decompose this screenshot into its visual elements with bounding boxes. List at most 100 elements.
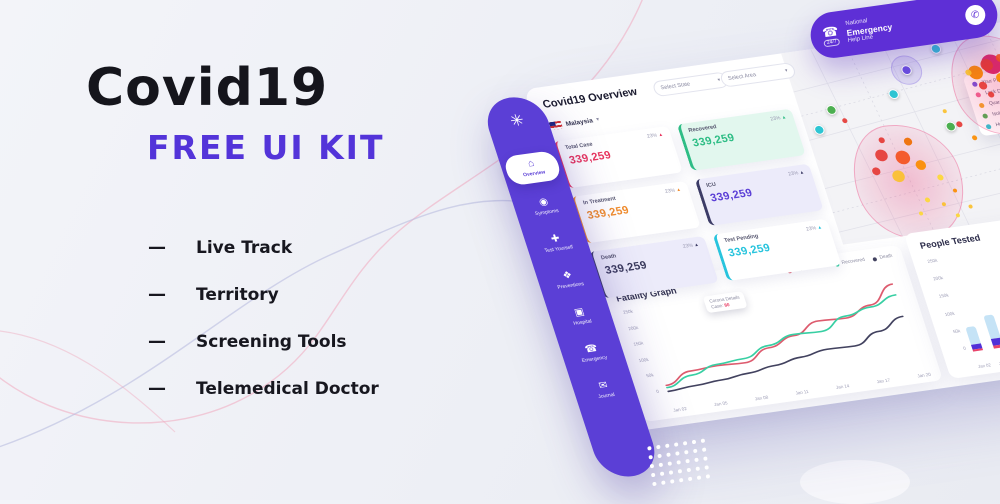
x-tick-label: Jan 11 (794, 388, 810, 396)
line-series-recovered (666, 294, 897, 389)
phone-call-icon[interactable]: ✆ (964, 3, 987, 27)
stat-card-in-treatment: In Treatment 23% ▲ 339,259 (570, 180, 701, 244)
stat-delta: 23% ▲ (682, 241, 700, 250)
sidebar-item-label: Emergency (581, 354, 609, 364)
sidebar-item-test-yourself[interactable]: ✚ Test Yourself (527, 227, 587, 259)
country-dropdown[interactable]: Malaysia ▾ (548, 116, 601, 131)
feature-item-live-track: — Live Track (148, 224, 379, 271)
stat-delta: 23% ▲ (664, 186, 682, 195)
x-tick-label: Jan 20 (916, 371, 932, 379)
line-series-death (667, 315, 904, 393)
stat-card-total-case: Total Case 23% ▲ 339,259 (553, 125, 683, 189)
sidebar-item-label: Journal (597, 391, 616, 401)
x-tick-label: Jan 05 (713, 400, 729, 408)
x-tick-label: Jan 14 (835, 383, 851, 390)
up-arrow-icon: ▲ (780, 114, 787, 120)
badge-text: National Emergency Help Line (845, 15, 894, 46)
sidebar-item-hospital[interactable]: ▣ Hospital (551, 301, 611, 333)
line-series-agg-confirmed (665, 283, 894, 387)
dash-icon: — (148, 284, 166, 305)
y-tick-label: 50k (952, 328, 961, 334)
stat-delta: 23% ▲ (646, 131, 664, 140)
legend-item-death: Death (872, 254, 893, 262)
stat-delta: 23% ▲ (769, 114, 787, 123)
feature-list: — Live Track — Territory — Screening Tools — Te… (148, 224, 379, 412)
sidebar-item-label: Preventions (556, 281, 585, 291)
y-tick-label: 50k (645, 372, 655, 379)
symptoms-icon: ◉ (537, 196, 550, 209)
white-blob-shape (800, 460, 910, 504)
legend-label: Recovered (841, 257, 866, 266)
dash-icon: — (148, 331, 166, 352)
feature-item-telemedical-doctor: — Telemedical Doctor (148, 365, 379, 412)
tooltip-case-label: Case: (710, 303, 724, 310)
y-tick-label: 0 (962, 345, 967, 351)
x-tick-label: Jan 17 (875, 377, 891, 385)
stat-label: Recovered (687, 124, 718, 134)
sidebar-item-emergency[interactable]: ☎ Emergency (563, 337, 623, 369)
select-area-label: Select Area (727, 72, 758, 82)
sidebar-item-preventions[interactable]: ❖ Preventions (539, 264, 599, 296)
stat-delta: 23% ▲ (805, 224, 823, 233)
feature-label: Live Track (196, 237, 293, 258)
y-tick-label: 200k (627, 324, 639, 331)
x-tick-label: Jan 08 (754, 394, 769, 402)
dot-grid-pattern (647, 438, 716, 491)
up-arrow-icon: ▲ (675, 186, 682, 193)
sidebar-item-symptoms[interactable]: ◉ Symptoms (515, 191, 575, 223)
feature-label: Telemedical Doctor (196, 378, 379, 399)
bar-jan-04 (983, 314, 1000, 349)
sidebar-item-journal[interactable]: ✉ Journal (575, 374, 635, 406)
dash-icon: — (148, 237, 166, 258)
y-tick-label: 100k (637, 356, 650, 363)
up-arrow-icon: ▲ (693, 241, 700, 248)
up-arrow-icon: ▲ (798, 169, 805, 175)
y-tick-label: 100k (943, 310, 956, 317)
journal-icon: ✉ (597, 379, 610, 392)
hospital-icon: ▣ (572, 306, 586, 319)
bar-segment-negative (983, 314, 1000, 339)
legend-label: Death (879, 253, 894, 261)
up-arrow-icon: ▲ (816, 224, 823, 230)
legend-dot-icon (872, 256, 878, 262)
sidebar-item-label: Symptoms (534, 207, 560, 218)
hero-subtitle: FREE UI KIT (147, 128, 385, 167)
y-tick-label: 150k (938, 292, 950, 300)
stat-label: Total Case (564, 141, 594, 152)
home-icon: ⌂ (526, 158, 536, 170)
people-tested-title: People Tested (918, 232, 982, 251)
feature-label: Screening Tools (196, 331, 347, 352)
up-arrow-icon: ▲ (657, 131, 664, 138)
chevron-down-icon: ▾ (595, 116, 601, 123)
preventions-icon: ❖ (561, 269, 574, 282)
test-icon: ✚ (549, 233, 562, 245)
bar-segment-positive (993, 344, 1000, 349)
sidebar-item-overview[interactable]: ⌂ Overview (502, 150, 563, 187)
select-state-dropdown[interactable]: Select State ▾ (651, 71, 730, 98)
feature-label: Territory (196, 284, 279, 305)
fatality-graph-card: Fatality Graph Agg: ConfirmedRecoveredDe… (600, 244, 944, 423)
bar-jan-02 (965, 325, 984, 352)
country-label: Malaysia (564, 116, 594, 128)
hero-title: Covid19 (86, 58, 329, 118)
covid-map: Your PlaceLock DownQuarantineIsolation C… (781, 16, 1000, 245)
dash-icon: — (148, 378, 166, 399)
select-area-dropdown[interactable]: Select Area ▾ (718, 61, 798, 88)
24-7-label: 24/7 (823, 37, 841, 47)
virus-logo-icon: ✳ (507, 112, 527, 131)
stat-card-icu: ICU 23% ▲ 339,259 (694, 163, 824, 227)
tooltip-case-value: 80 (723, 302, 731, 308)
sidebar-item-label: Hospital (572, 318, 593, 327)
select-state-label: Select State (659, 81, 692, 92)
map-streets (793, 24, 1000, 237)
y-tick-label: 0 (655, 388, 660, 394)
y-tick-label: 200k (932, 275, 944, 282)
headset-icon: ☎ 24/7 (821, 22, 841, 47)
y-tick-label: 250k (622, 308, 634, 315)
sidebar-item-label: Overview (522, 169, 547, 179)
stat-delta: 23% ▲ (787, 169, 805, 178)
page-title: Covid19 Overview (541, 86, 639, 111)
feature-item-screening-tools: — Screening Tools (148, 318, 379, 365)
stat-label: Test Pending (723, 233, 760, 245)
dashboard-panel: Covid19 Overview Select State ▾ Select A… (523, 16, 1000, 432)
